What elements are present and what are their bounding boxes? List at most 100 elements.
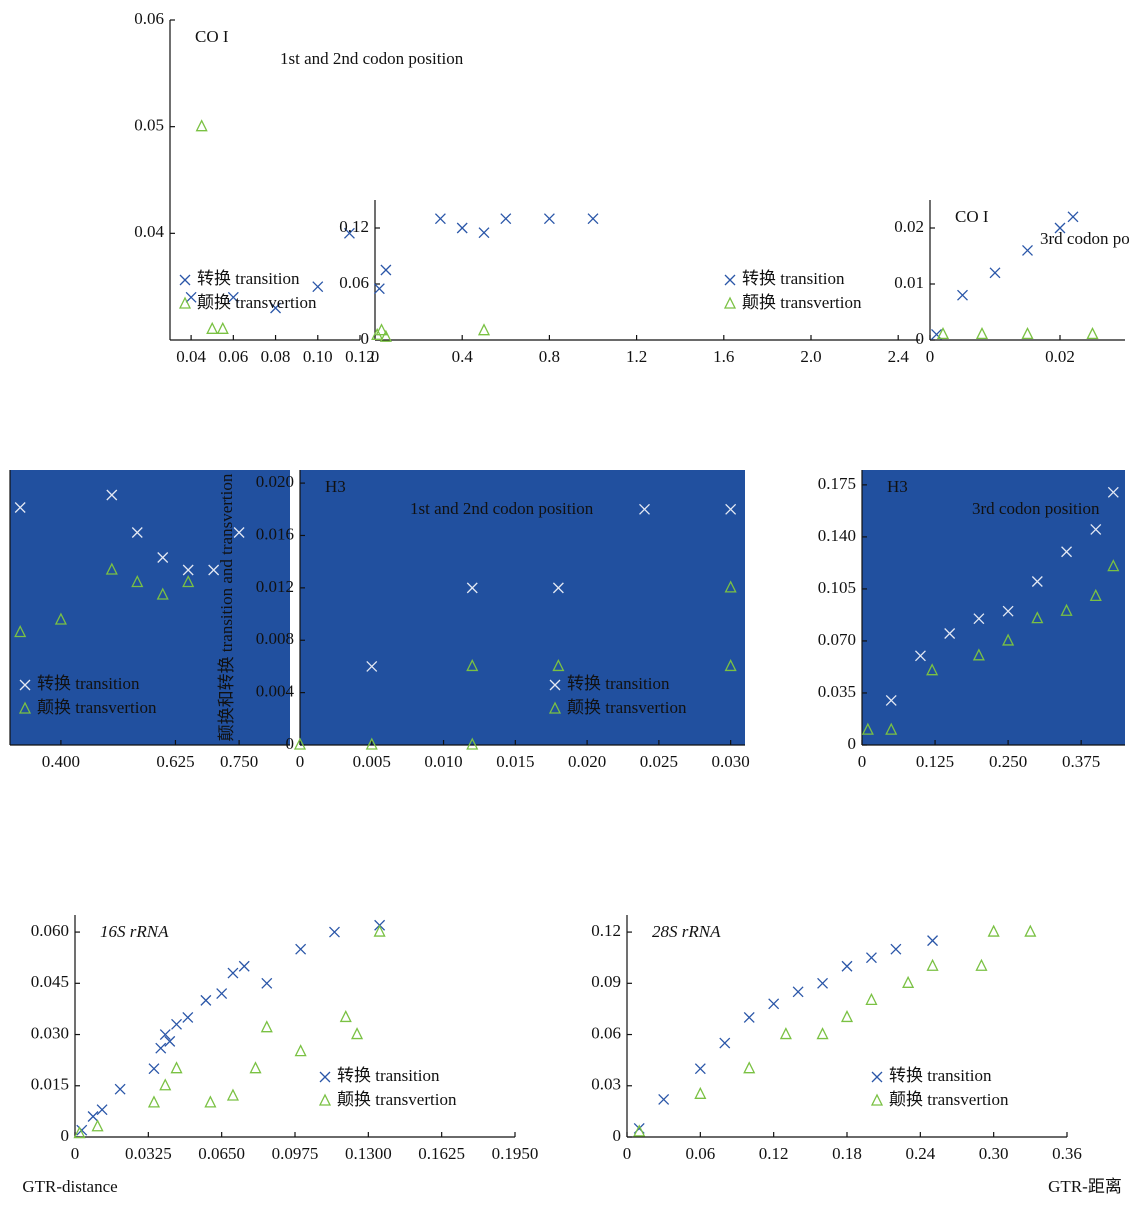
transversion-point [816, 1027, 829, 1040]
y-tick-label: 0.12 [339, 217, 369, 236]
legend-label: 颠换 transvertion [742, 293, 862, 312]
x-tick-label: 0.625 [156, 752, 194, 771]
x-tick-label: 0.030 [712, 752, 750, 771]
transition-point [106, 489, 118, 501]
transition-point [500, 213, 512, 225]
transition-point [957, 289, 968, 301]
transversion-point [260, 1020, 273, 1033]
transversion-point [1086, 326, 1099, 340]
x-tick-label: 0.12 [345, 347, 375, 366]
y-tick-label: 0.175 [818, 474, 856, 493]
x-tick-label: 0.375 [1062, 752, 1100, 771]
transition-point [1022, 244, 1033, 256]
transition-point [227, 967, 239, 979]
x-tick-label: 0.0325 [125, 1144, 172, 1163]
x-tick-label: 0.010 [424, 752, 462, 771]
transition-point [865, 952, 877, 964]
x-tick-label: 0.1625 [418, 1144, 465, 1163]
transversion-point [14, 625, 27, 638]
transition-point [171, 1018, 182, 1030]
y-tick-label: 0.06 [134, 9, 164, 28]
plot-background [10, 470, 290, 745]
panel-title: H3 [325, 477, 346, 496]
y-tick-label: 0.070 [818, 630, 856, 649]
panel-title: 28S rRNA [652, 922, 721, 941]
transition-point [261, 977, 273, 989]
panel-subtitle: 1st and 2nd codon position [280, 49, 464, 68]
transition-point [944, 628, 956, 639]
transversion-point [1060, 603, 1073, 616]
y-tick-label: 0.140 [818, 526, 856, 545]
transversion-point [1089, 588, 1102, 602]
transition-point [466, 582, 478, 594]
panel-title: CO I [195, 27, 229, 46]
y-tick-label: 0.06 [339, 273, 369, 292]
x-tick-label: 0 [926, 347, 935, 366]
transversion-point [105, 562, 118, 575]
transition-point [743, 1012, 755, 1023]
plot-background [300, 470, 745, 745]
transition-point [1054, 222, 1066, 234]
transition-point [841, 960, 853, 972]
x-tick-label: 0.025 [640, 752, 678, 771]
transition-point [719, 1037, 731, 1049]
transition-point [792, 986, 804, 998]
legend-label: 颠换 transvertion [197, 293, 317, 312]
x-tick-label: 0.1300 [345, 1144, 392, 1163]
y-tick-label: 0.015 [31, 1075, 69, 1094]
transversion-point [926, 958, 939, 971]
transition-point [373, 283, 385, 295]
legend-label: 转换 transition [742, 269, 845, 288]
transversion-point [91, 1119, 104, 1132]
panel-title: 16S rRNA [100, 922, 169, 941]
transition-point [185, 291, 197, 303]
transversion-point [182, 575, 195, 588]
transversion-point [73, 1126, 86, 1139]
x-tick-label: 0.125 [916, 752, 954, 771]
transition-point [157, 552, 169, 563]
x-tick-label: 0.4 [452, 347, 474, 366]
legend-marker [319, 1071, 331, 1083]
legend-label: 转换 transition [37, 674, 140, 693]
legend-marker [870, 1093, 884, 1106]
y-tick-label: 0.020 [256, 472, 294, 491]
transition-point [885, 694, 897, 706]
transversion-point [936, 326, 950, 340]
transition-point [927, 935, 939, 947]
legend-marker [723, 296, 737, 309]
x-tick-label: 0 [371, 347, 380, 366]
transversion-point [350, 1027, 364, 1040]
x-tick-label: 0.0975 [272, 1144, 319, 1163]
y-tick-label: 0.035 [818, 682, 856, 701]
y-tick-label: 0.03 [591, 1075, 621, 1094]
transition-point [931, 328, 942, 340]
transition-point [200, 994, 212, 1006]
x-tick-label: 0.750 [220, 752, 258, 771]
x-tick-label: 1.6 [713, 347, 734, 366]
transversion-point [131, 575, 144, 588]
transition-point [343, 227, 355, 239]
legend-label: 颠换 transvertion [37, 698, 157, 717]
transversion-point [779, 1027, 792, 1040]
transition-point [587, 213, 599, 225]
transversion-point [170, 1061, 183, 1074]
x-tick-label: 1.2 [626, 347, 647, 366]
legend-marker [548, 701, 562, 714]
transition-point [914, 650, 926, 662]
x-tick-label: 0.015 [496, 752, 534, 771]
y-tick-label: 0.030 [31, 1023, 69, 1042]
transition-point [380, 264, 392, 276]
transversion-point [633, 1124, 646, 1137]
transition-point [1090, 523, 1102, 535]
transition-point [552, 582, 564, 594]
transversion-point [840, 1010, 854, 1023]
transition-point [295, 943, 307, 955]
legend-marker [19, 679, 31, 691]
transition-point [233, 527, 245, 538]
x-tick-label: 0.06 [685, 1144, 715, 1163]
x-tick-label: 0.04 [176, 347, 206, 366]
transversion-point [552, 658, 565, 672]
transition-point [312, 281, 324, 293]
y-tick-label: 0.012 [256, 577, 294, 596]
